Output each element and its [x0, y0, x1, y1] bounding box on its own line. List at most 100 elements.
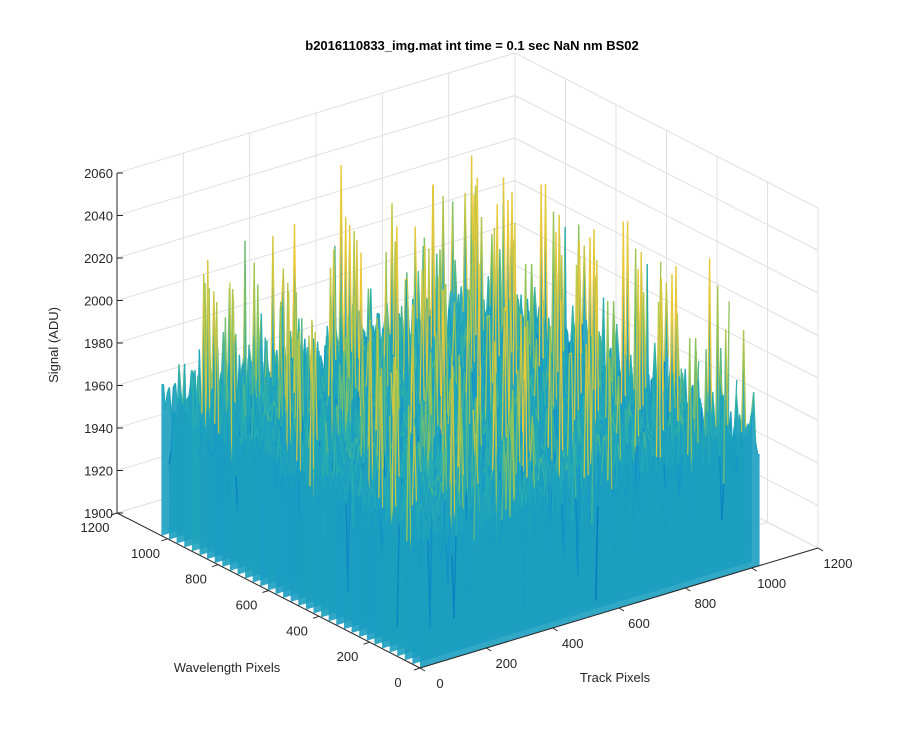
surface-ridge — [340, 290, 344, 346]
surface-ridge — [292, 474, 296, 498]
surface-ridge — [462, 192, 466, 312]
surface-ridge — [539, 390, 543, 405]
surface-ridge — [278, 429, 283, 477]
surface-ridge — [284, 450, 288, 478]
surface-ridge — [232, 294, 236, 404]
surface-ridge — [260, 415, 265, 440]
surface-ridge — [354, 437, 359, 444]
surface-ridge — [338, 466, 342, 473]
surface-ridge — [552, 278, 556, 422]
surface-ridge — [464, 192, 468, 292]
surface-ridge — [421, 270, 425, 402]
surface-ridge — [540, 405, 544, 419]
surface-ridge — [252, 438, 256, 470]
surface-ridge — [557, 380, 561, 395]
surface-ridge — [488, 315, 492, 414]
surface-ridge — [440, 289, 444, 435]
surface-ridge — [325, 395, 330, 406]
surface-ridge — [321, 375, 325, 392]
surface-ridge — [537, 386, 542, 405]
surface-ridge — [341, 482, 345, 485]
surface-ridge — [351, 296, 355, 420]
surface-ridge — [352, 412, 356, 416]
surface-ridge — [219, 381, 223, 400]
surface-ridge — [321, 361, 325, 375]
surface-ridge — [565, 360, 568, 363]
surface-ridge — [293, 412, 297, 432]
surface-ridge — [530, 383, 534, 397]
surface-ridge — [387, 330, 392, 378]
surface-ridge — [272, 400, 277, 407]
surface-ridge — [663, 282, 668, 362]
surface-ridge — [285, 282, 289, 435]
surface-ridge — [288, 291, 292, 446]
surface-ridge — [379, 334, 384, 376]
surface-ridge — [176, 400, 180, 405]
surface-ridge — [414, 226, 418, 319]
surface-ridge — [191, 370, 195, 432]
surface-ridge — [610, 301, 615, 383]
surface-ridge — [244, 435, 249, 440]
surface-ridge — [328, 485, 332, 514]
surface-ridge — [370, 328, 374, 484]
surface-ridge — [206, 397, 211, 419]
surface-ridge — [569, 319, 573, 354]
surface-ridge — [439, 249, 443, 336]
surface-ridge — [573, 264, 578, 421]
surface-ridge — [267, 435, 271, 457]
surface-ridge — [454, 259, 458, 303]
surface-ridge — [480, 373, 484, 400]
surface-ridge — [208, 444, 212, 455]
surface-ridge — [540, 184, 544, 359]
grid-line — [514, 52, 819, 209]
surface-ridge — [243, 384, 247, 417]
surface-ridge — [328, 441, 332, 466]
surface-ridge — [206, 437, 210, 446]
surface-ridge — [200, 417, 205, 428]
surface-ridge — [272, 426, 276, 443]
surface-ridge — [496, 204, 500, 357]
surface-ridge — [272, 235, 276, 371]
surface-layer — [161, 155, 760, 668]
surface-ridge — [317, 341, 321, 391]
surface-ridge — [168, 450, 172, 465]
surface-ridge — [665, 282, 670, 358]
surface-ridge — [530, 355, 535, 382]
surface-ridge — [220, 372, 224, 379]
surface-ridge — [318, 378, 322, 400]
surface-ridge — [462, 336, 467, 351]
surface-ridge — [178, 364, 182, 393]
grid-line — [514, 95, 819, 251]
grid-line — [116, 52, 516, 174]
surface-ridge — [434, 449, 438, 453]
surface-ridge — [314, 331, 318, 441]
surface-ridge — [240, 402, 245, 446]
surface-ridge — [274, 407, 278, 425]
surface-ridge — [349, 413, 354, 429]
surface-ridge — [545, 373, 549, 388]
surface-ridge — [517, 298, 521, 329]
grid-line — [116, 137, 516, 259]
surface-ridge — [259, 405, 263, 427]
surface-ridge — [583, 245, 587, 320]
surface-ridge — [301, 441, 305, 472]
surface-ridge — [290, 444, 294, 498]
surface-ridge — [626, 221, 631, 378]
surface-ridge — [204, 397, 209, 437]
surface-ridge — [398, 313, 402, 378]
surface-ridge — [322, 475, 326, 487]
surface-ridge — [239, 363, 244, 374]
surface-ridge — [485, 276, 489, 324]
surface-ridge — [571, 319, 575, 347]
surface-ridge — [403, 388, 407, 416]
surface-ridge — [256, 429, 260, 436]
surface-ridge — [424, 245, 428, 391]
surface-ridge — [257, 284, 261, 417]
surface-ridge — [263, 452, 267, 470]
surface-ridge — [162, 384, 167, 410]
surface-ridge — [413, 335, 418, 364]
surface-ridge — [582, 367, 586, 387]
surface-ridge — [299, 441, 303, 527]
surface-ridge — [356, 239, 360, 376]
surface-ridge — [535, 338, 540, 422]
